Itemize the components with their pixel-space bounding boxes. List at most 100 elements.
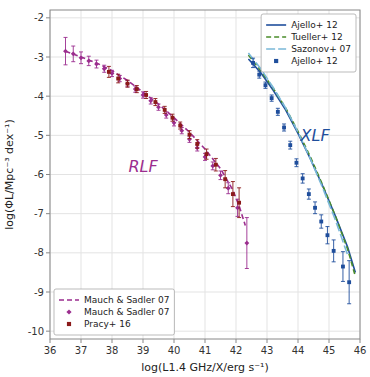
point	[301, 176, 305, 180]
point	[171, 116, 175, 120]
error-bar	[79, 52, 83, 64]
legend-handle	[274, 59, 278, 63]
x-tick	[360, 339, 361, 343]
legend-handle	[67, 322, 71, 326]
point	[86, 59, 91, 64]
point	[116, 77, 120, 81]
point	[270, 96, 274, 100]
error-bar	[102, 65, 106, 72]
x-tick-label: 43	[261, 345, 274, 356]
error-bar	[276, 108, 280, 115]
series	[107, 66, 241, 217]
error-bar	[64, 37, 68, 64]
x-tick	[112, 339, 113, 343]
error-bar	[149, 98, 153, 104]
point	[148, 98, 153, 103]
line	[248, 59, 355, 272]
point	[223, 177, 227, 181]
point	[218, 173, 223, 178]
series	[248, 53, 347, 255]
line	[66, 51, 246, 225]
y-tick-label: -4	[34, 91, 44, 102]
error-bar	[135, 86, 139, 93]
x-tick-label: 40	[168, 345, 181, 356]
x-tick	[267, 339, 268, 343]
legend-label: Mauch & Sadler 07	[84, 307, 169, 317]
legend-label: Tueller+ 12	[290, 32, 342, 42]
error-bar	[170, 114, 174, 121]
error-bar	[237, 188, 241, 218]
point	[257, 73, 261, 77]
x-tick	[143, 339, 144, 343]
error-bar	[270, 95, 274, 101]
x-tick-label: 41	[199, 345, 212, 356]
point	[214, 163, 218, 167]
y-tick	[46, 17, 50, 18]
y-tick	[46, 213, 50, 214]
chart: 3637383940414243444546-2-3-4-5-6-7-8-9-1…	[0, 0, 370, 377]
error-bar	[126, 80, 130, 87]
y-tick-label: -6	[34, 169, 44, 180]
point	[288, 143, 292, 147]
series	[251, 58, 351, 304]
error-bar	[144, 91, 148, 98]
y-tick-label: -3	[34, 52, 44, 63]
point	[195, 142, 199, 146]
error-bar	[107, 66, 111, 77]
error-bar	[319, 215, 323, 228]
point	[244, 241, 249, 246]
annotation: XLF	[300, 126, 331, 145]
point	[307, 192, 311, 196]
point	[63, 49, 68, 54]
point	[107, 70, 111, 74]
error-bar	[263, 82, 267, 88]
grid-line-y	[50, 174, 360, 175]
error-bar	[205, 149, 209, 159]
x-tick-label: 46	[354, 345, 367, 356]
x-tick	[205, 339, 206, 343]
y-tick	[46, 174, 50, 175]
error-bar	[288, 141, 292, 149]
legend-box	[54, 289, 174, 335]
error-bar	[188, 131, 192, 139]
x-axis-label: log(L1.4 GHz/X/erg s⁻¹)	[141, 361, 269, 374]
error-bar	[95, 60, 99, 68]
plot-area	[63, 37, 355, 303]
legend-handle	[59, 299, 79, 301]
legend-handle	[266, 24, 286, 26]
y-tick-label: -10	[28, 326, 44, 337]
point	[94, 62, 99, 67]
legend: Ajello+ 12Tueller+ 12Sazonov+ 07Ajello+ …	[261, 14, 356, 72]
legend-label: Ajello+ 12	[291, 56, 338, 66]
point	[347, 280, 351, 284]
error-bar	[223, 171, 227, 188]
legend-label: Ajello+ 12	[291, 20, 338, 30]
y-tick-label: -9	[34, 287, 44, 298]
error-bar	[245, 218, 249, 269]
legend-handle	[266, 36, 286, 38]
line	[248, 55, 355, 276]
error-bar	[251, 58, 255, 67]
y-tick	[46, 96, 50, 97]
error-bar	[178, 122, 182, 129]
axes: 3637383940414243444546-2-3-4-5-6-7-8-9-1…	[28, 12, 367, 356]
point	[251, 61, 255, 65]
x-tick-label: 39	[137, 345, 150, 356]
x-tick-label: 42	[230, 345, 243, 356]
y-tick-label: -2	[34, 12, 44, 23]
x-tick-label: 38	[106, 345, 119, 356]
annotation: RLF	[128, 157, 158, 176]
point	[231, 192, 235, 196]
y-tick	[46, 57, 50, 58]
x-tick	[298, 339, 299, 343]
point	[135, 87, 139, 91]
y-tick	[46, 135, 50, 136]
point	[163, 108, 167, 112]
series	[248, 59, 355, 272]
point	[237, 201, 241, 205]
point	[341, 265, 345, 269]
series	[66, 51, 246, 225]
point	[295, 161, 299, 165]
point	[126, 82, 130, 86]
error-bar	[307, 189, 311, 199]
